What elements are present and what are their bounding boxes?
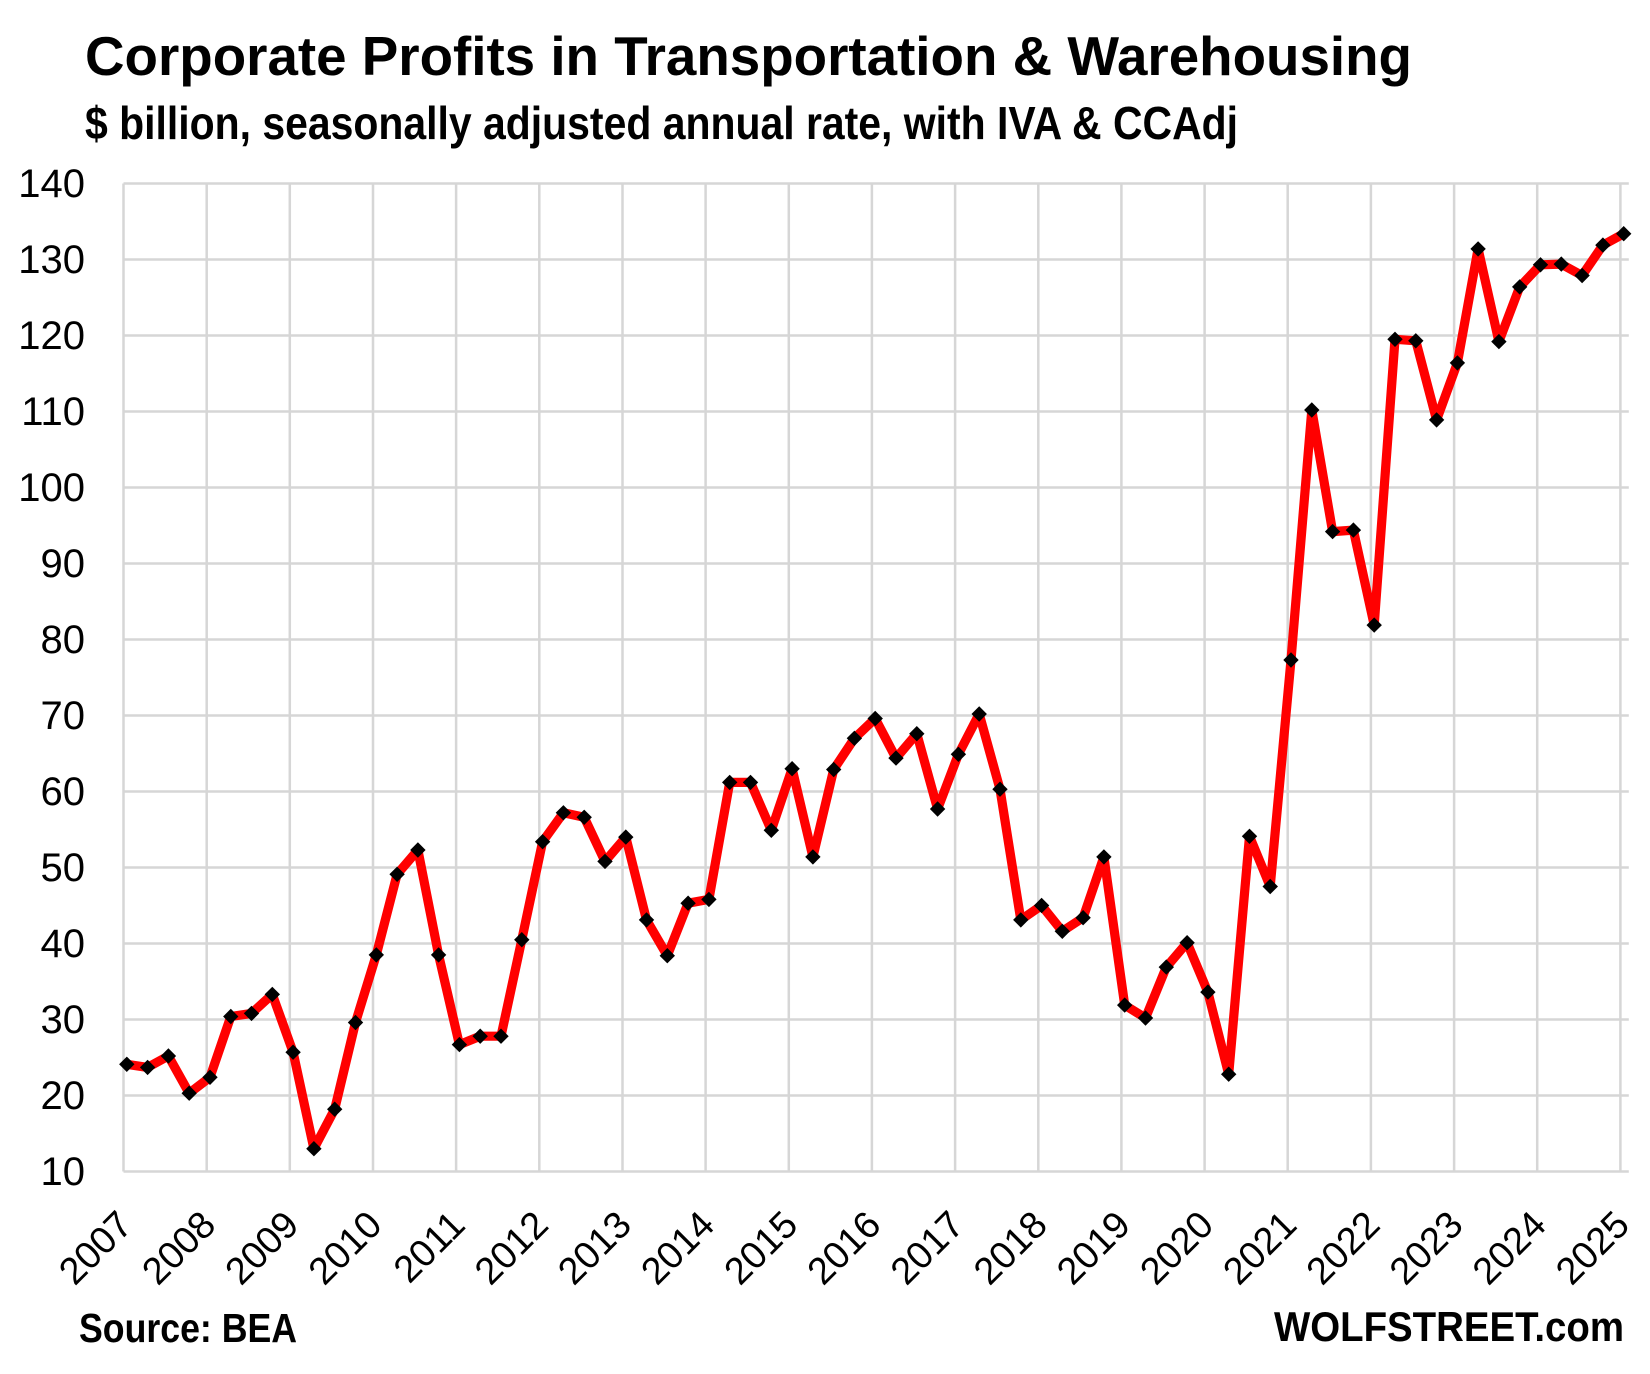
svg-text:100: 100 [18, 466, 85, 510]
svg-text:Corporate Profits in Transport: Corporate Profits in Transportation & Wa… [85, 25, 1412, 87]
svg-text:120: 120 [18, 314, 85, 358]
svg-text:40: 40 [41, 922, 86, 966]
svg-text:Source: BEA: Source: BEA [79, 1305, 297, 1351]
svg-text:90: 90 [41, 542, 86, 586]
svg-text:140: 140 [18, 162, 85, 206]
svg-text:10: 10 [41, 1150, 86, 1194]
svg-text:50: 50 [41, 846, 86, 890]
svg-text:30: 30 [41, 998, 86, 1042]
svg-text:60: 60 [41, 770, 86, 814]
svg-text:80: 80 [41, 618, 86, 662]
svg-text:20: 20 [41, 1074, 86, 1118]
svg-text:130: 130 [18, 238, 85, 282]
svg-text:70: 70 [41, 694, 86, 738]
svg-text:WOLFSTREET.com: WOLFSTREET.com [1274, 1303, 1624, 1350]
svg-text:$ billion, seasonally adjusted: $ billion, seasonally adjusted annual ra… [85, 97, 1238, 149]
svg-text:110: 110 [21, 390, 85, 434]
